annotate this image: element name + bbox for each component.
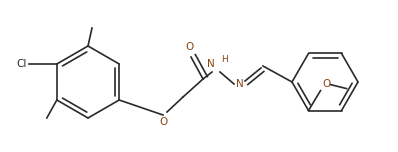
Text: O: O [159,117,167,127]
Text: H: H [221,55,228,64]
Text: Cl: Cl [16,59,27,69]
Text: O: O [185,42,193,52]
Text: N: N [207,59,215,69]
Text: O: O [322,79,331,89]
Text: N: N [236,79,244,89]
